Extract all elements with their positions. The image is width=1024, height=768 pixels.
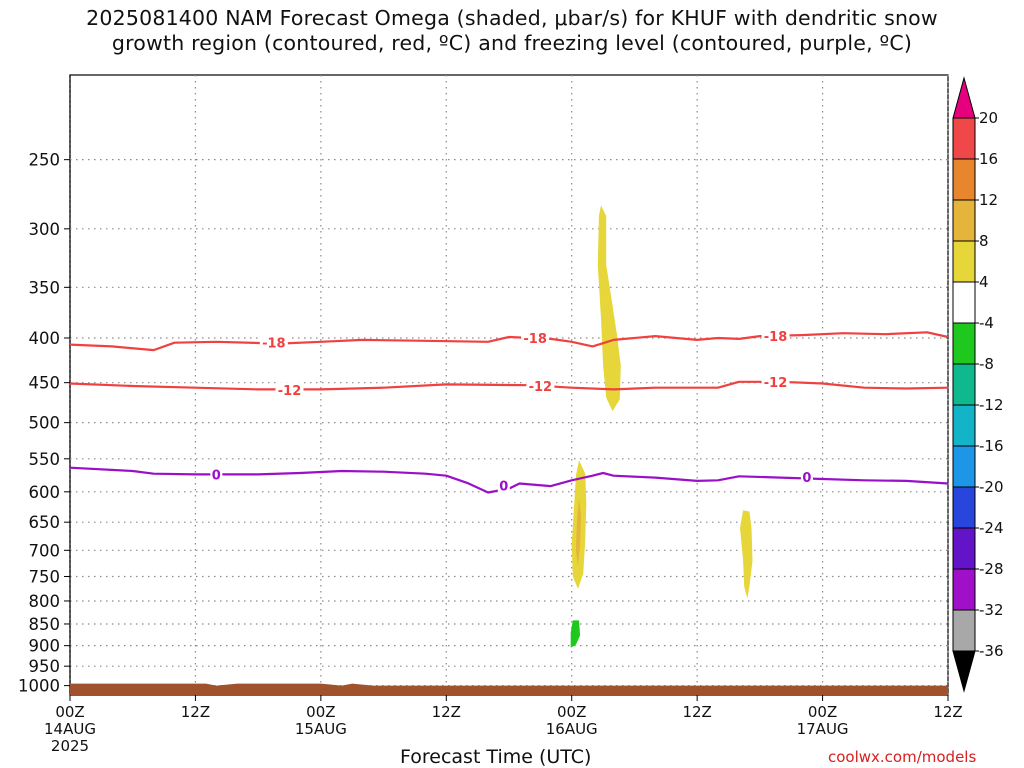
y-tick-label: 600 (29, 483, 61, 502)
colorbar-tick-label: 4 (979, 273, 989, 291)
x-tick-label: 00Z (306, 703, 335, 721)
x-tick-label: 12Z (933, 703, 962, 721)
colorbar-bin (952, 240, 976, 283)
x-tick-label: 00Z (55, 703, 84, 721)
x-tick-label: 12Z (432, 703, 461, 721)
y-tick-label: 300 (29, 220, 61, 239)
y-tick-label: 700 (29, 541, 61, 560)
colorbar-bin (952, 527, 976, 570)
contour-line (69, 331, 949, 352)
colorbar-bin (952, 404, 976, 447)
contour-label-bg (526, 378, 555, 394)
y-tick-label: 900 (29, 637, 61, 656)
y-tick-label: 650 (29, 513, 61, 532)
contour-label: -12 (529, 380, 553, 395)
colorbar-bin (952, 609, 976, 652)
x-tick-label: 2025 (51, 737, 89, 755)
y-tick-label: 550 (29, 450, 61, 469)
y-tick-label: 350 (29, 278, 61, 297)
contour-line (69, 466, 949, 494)
colorbar-tick-label: -8 (979, 355, 994, 373)
colorbar-bin (952, 568, 976, 611)
y-tick-label: 950 (29, 657, 61, 676)
contour-label-bg (761, 373, 790, 389)
colorbar-bin (952, 363, 976, 406)
y-tick-label: 450 (29, 374, 61, 393)
contour-label-bg (521, 329, 550, 345)
x-axis-title: Forecast Time (UTC) (400, 746, 592, 768)
omega-shaded-region (575, 498, 582, 567)
colorbar-tick-label: 20 (979, 109, 998, 127)
x-tick-label: 12Z (181, 703, 210, 721)
contour-line (69, 380, 949, 391)
colorbar-bin (952, 281, 976, 324)
chart-title: 2025081400 NAM Forecast Omega (shaded, μ… (0, 6, 1024, 56)
colorbar-tick-label: -12 (979, 396, 1004, 414)
x-tick-label: 00Z (808, 703, 837, 721)
chart-title-line1: 2025081400 NAM Forecast Omega (shaded, μ… (86, 6, 938, 30)
colorbar-bin (952, 486, 976, 529)
y-tick-label: 750 (29, 567, 61, 586)
omega-shaded-region (740, 510, 753, 599)
x-tick-label: 15AUG (295, 720, 347, 738)
colorbar-tick-label: -28 (979, 560, 1004, 578)
omega-shaded-region (570, 620, 581, 648)
colorbar-tick-label: -20 (979, 478, 1004, 496)
colorbar-bin (952, 199, 976, 242)
y-tick-label: 250 (29, 151, 61, 170)
contour-label: 0 (802, 471, 811, 486)
colorbar-bin (952, 117, 976, 160)
contour-label: -12 (764, 376, 788, 391)
contour-label-bg (761, 328, 790, 344)
x-tick-label: 17AUG (797, 720, 849, 738)
colorbar-tick-label: -4 (979, 314, 994, 332)
colorbar-tick-label: 8 (979, 232, 989, 250)
colorbar-tick-label: -16 (979, 437, 1004, 455)
x-tick-label: 16AUG (546, 720, 598, 738)
x-tick-label: 00Z (557, 703, 586, 721)
contour-label-bg (210, 466, 223, 482)
contour-label: 0 (212, 468, 221, 483)
y-tick-label: 800 (29, 592, 61, 611)
contour-label: -18 (523, 332, 547, 347)
contour-label: -18 (262, 337, 286, 352)
colorbar-tick-label: -32 (979, 601, 1004, 619)
colorbar-tick-label: -24 (979, 519, 1004, 537)
y-tick-label: 400 (29, 329, 61, 348)
contour-label-bg (497, 477, 510, 493)
x-tick-label: 12Z (682, 703, 711, 721)
chart-title-line2: growth region (contoured, red, ºC) and f… (111, 31, 913, 55)
colorbar-top-arrow (952, 76, 976, 119)
colorbar-bin (952, 445, 976, 488)
contour-label: -18 (764, 330, 788, 345)
credit-link[interactable]: coolwx.com/models (828, 748, 977, 766)
colorbar-tick-label: 16 (979, 150, 998, 168)
contour-label-bg (275, 382, 304, 398)
colorbar-bottom-arrow (952, 650, 976, 693)
y-tick-label: 850 (29, 615, 61, 634)
colorbar-tick-label: -36 (979, 642, 1004, 660)
contour-label-bg (800, 468, 813, 484)
contour-label: 0 (499, 479, 508, 494)
omega-shaded-region (597, 205, 621, 412)
contour-label-bg (259, 334, 288, 350)
y-tick-label: 500 (29, 414, 61, 433)
contour-label: -12 (278, 384, 302, 399)
colorbar-tick-label: 12 (979, 191, 998, 209)
colorbar-bin (952, 322, 976, 365)
ground-terrain (70, 683, 948, 695)
x-tick-label: 14AUG (44, 720, 96, 738)
y-tick-label: 1000 (18, 677, 60, 696)
colorbar-bin (952, 158, 976, 201)
